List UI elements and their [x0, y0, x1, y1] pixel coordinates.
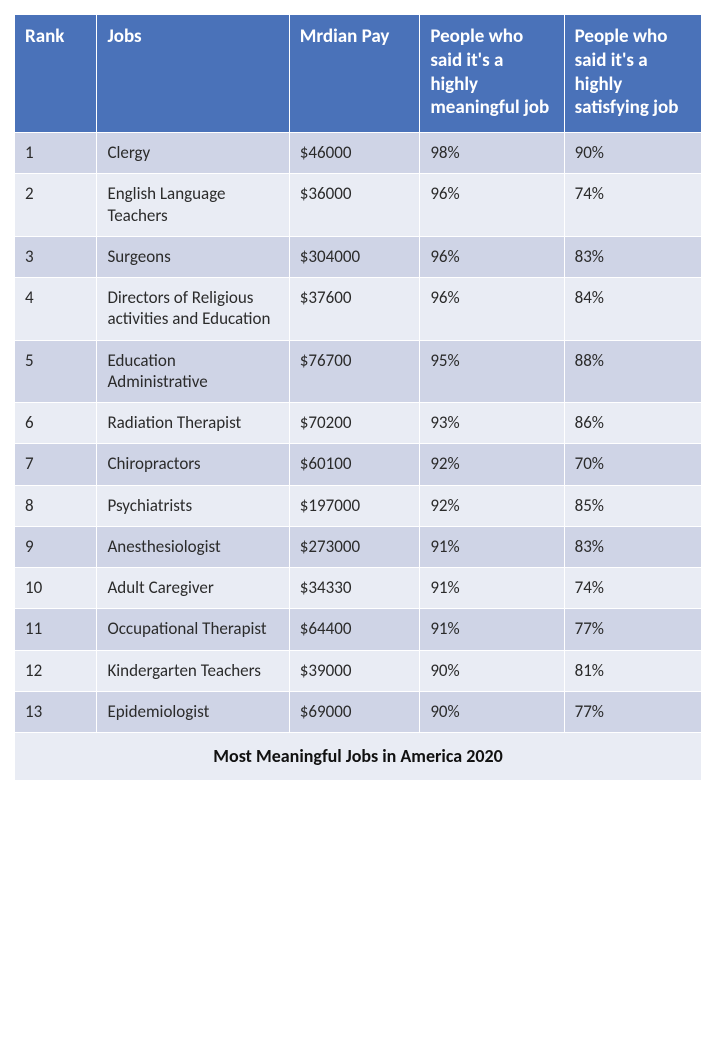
cell-rank: 1	[15, 133, 97, 174]
table-row: 13Epidemiologist$6900090%77%	[15, 691, 702, 732]
cell-job: Surgeons	[97, 236, 289, 277]
cell-rank: 7	[15, 444, 97, 485]
table-caption: Most Meaningful Jobs in America 2020	[15, 733, 702, 781]
table-row: 6Radiation Therapist$7020093%86%	[15, 403, 702, 444]
cell-pay: $39000	[289, 650, 420, 691]
table-row: 3Surgeons$30400096%83%	[15, 236, 702, 277]
cell-meaningful: 92%	[420, 444, 564, 485]
cell-meaningful: 96%	[420, 278, 564, 341]
cell-rank: 13	[15, 691, 97, 732]
col-header-median-pay: Mrdian Pay	[289, 15, 420, 133]
cell-pay: $76700	[289, 340, 420, 403]
table-row: 12Kindergarten Teachers$3900090%81%	[15, 650, 702, 691]
cell-meaningful: 91%	[420, 609, 564, 650]
cell-pay: $46000	[289, 133, 420, 174]
cell-pay: $60100	[289, 444, 420, 485]
cell-pay: $34330	[289, 568, 420, 609]
cell-rank: 4	[15, 278, 97, 341]
cell-satisfying: 77%	[564, 609, 701, 650]
cell-rank: 12	[15, 650, 97, 691]
cell-meaningful: 96%	[420, 236, 564, 277]
cell-job: Clergy	[97, 133, 289, 174]
cell-meaningful: 93%	[420, 403, 564, 444]
cell-pay: $37600	[289, 278, 420, 341]
table-body: 1Clergy$4600098%90%2English Language Tea…	[15, 133, 702, 781]
table-row: 10Adult Caregiver$3433091%74%	[15, 568, 702, 609]
cell-job: Directors of Religious activities and Ed…	[97, 278, 289, 341]
cell-job: Anesthesiologist	[97, 526, 289, 567]
cell-rank: 3	[15, 236, 97, 277]
cell-satisfying: 77%	[564, 691, 701, 732]
cell-rank: 10	[15, 568, 97, 609]
cell-satisfying: 90%	[564, 133, 701, 174]
cell-satisfying: 74%	[564, 568, 701, 609]
cell-satisfying: 83%	[564, 526, 701, 567]
cell-pay: $197000	[289, 485, 420, 526]
table-row: 11Occupational Therapist$6440091%77%	[15, 609, 702, 650]
table-caption-row: Most Meaningful Jobs in America 2020	[15, 733, 702, 781]
cell-job: Kindergarten Teachers	[97, 650, 289, 691]
jobs-table: Rank Jobs Mrdian Pay People who said it'…	[14, 14, 702, 781]
cell-rank: 6	[15, 403, 97, 444]
cell-pay: $304000	[289, 236, 420, 277]
table-row: 1Clergy$4600098%90%	[15, 133, 702, 174]
cell-meaningful: 90%	[420, 650, 564, 691]
table-row: 7Chiropractors$6010092%70%	[15, 444, 702, 485]
cell-job: Psychiatrists	[97, 485, 289, 526]
cell-satisfying: 70%	[564, 444, 701, 485]
cell-pay: $36000	[289, 174, 420, 237]
cell-job: Chiropractors	[97, 444, 289, 485]
cell-rank: 2	[15, 174, 97, 237]
cell-pay: $69000	[289, 691, 420, 732]
col-header-rank: Rank	[15, 15, 97, 133]
cell-meaningful: 95%	[420, 340, 564, 403]
cell-satisfying: 86%	[564, 403, 701, 444]
cell-satisfying: 81%	[564, 650, 701, 691]
cell-meaningful: 90%	[420, 691, 564, 732]
cell-job: Epidemiologist	[97, 691, 289, 732]
cell-job: Radiation Therapist	[97, 403, 289, 444]
cell-meaningful: 98%	[420, 133, 564, 174]
cell-job: Occupational Therapist	[97, 609, 289, 650]
cell-job: English Language Teachers	[97, 174, 289, 237]
table-header: Rank Jobs Mrdian Pay People who said it'…	[15, 15, 702, 133]
cell-meaningful: 92%	[420, 485, 564, 526]
table-row: 9Anesthesiologist$27300091%83%	[15, 526, 702, 567]
cell-meaningful: 91%	[420, 568, 564, 609]
cell-satisfying: 74%	[564, 174, 701, 237]
table-row: 5Education Administrative$7670095%88%	[15, 340, 702, 403]
cell-job: Adult Caregiver	[97, 568, 289, 609]
table-row: 2English Language Teachers$3600096%74%	[15, 174, 702, 237]
cell-pay: $273000	[289, 526, 420, 567]
cell-rank: 8	[15, 485, 97, 526]
cell-satisfying: 88%	[564, 340, 701, 403]
cell-satisfying: 83%	[564, 236, 701, 277]
cell-meaningful: 91%	[420, 526, 564, 567]
cell-rank: 5	[15, 340, 97, 403]
col-header-meaningful: People who said it's a highly meaningful…	[420, 15, 564, 133]
col-header-satisfying: People who said it's a highly satisfying…	[564, 15, 701, 133]
cell-pay: $64400	[289, 609, 420, 650]
col-header-jobs: Jobs	[97, 15, 289, 133]
cell-satisfying: 84%	[564, 278, 701, 341]
table-row: 8Psychiatrists$19700092%85%	[15, 485, 702, 526]
cell-rank: 11	[15, 609, 97, 650]
cell-pay: $70200	[289, 403, 420, 444]
page-container: Rank Jobs Mrdian Pay People who said it'…	[0, 0, 720, 795]
cell-satisfying: 85%	[564, 485, 701, 526]
cell-rank: 9	[15, 526, 97, 567]
cell-job: Education Administrative	[97, 340, 289, 403]
cell-meaningful: 96%	[420, 174, 564, 237]
table-row: 4Directors of Religious activities and E…	[15, 278, 702, 341]
